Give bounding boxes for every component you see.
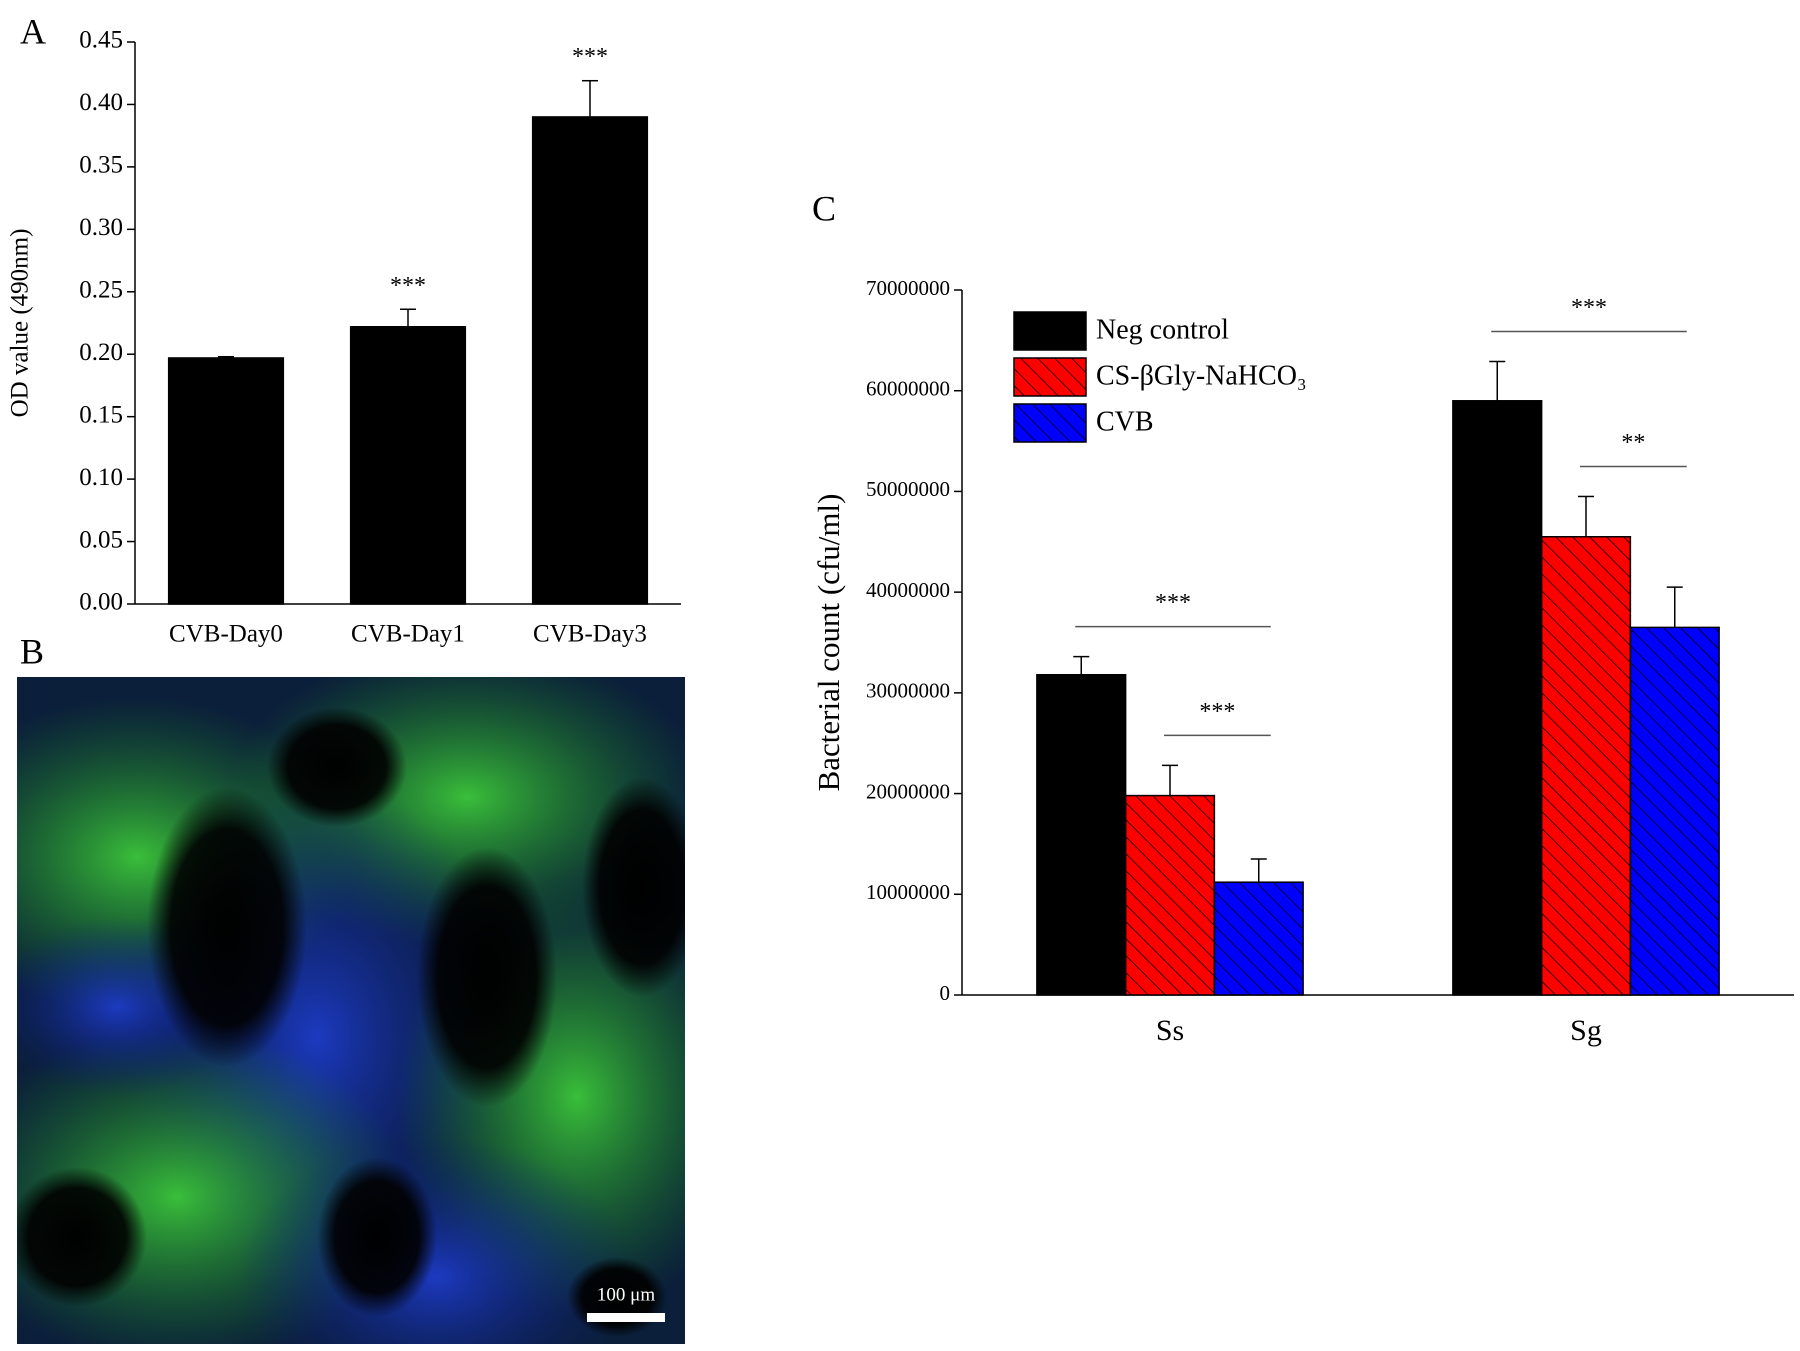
panel-label: A	[20, 11, 46, 51]
legend-label: CS-βGly-NaHCO₃	[1096, 360, 1307, 391]
legend-swatch	[1013, 357, 1087, 397]
significance: ***	[572, 44, 608, 70]
y-axis-label: Bacterial count (cfu/ml)	[811, 494, 846, 792]
y-tick-label: 0.30	[79, 214, 123, 241]
micrograph: 100 μm	[17, 677, 685, 1344]
y-tick-label: 10000000	[866, 880, 950, 904]
y-tick-label: 60000000	[866, 377, 950, 401]
error-bar	[1073, 655, 1090, 675]
error-bar	[1666, 586, 1683, 628]
y-tick-label: 0.35	[79, 152, 123, 179]
legend-swatch	[1013, 311, 1087, 351]
error-bar	[1162, 764, 1178, 796]
x-tick-label: CVB-Day1	[351, 621, 465, 648]
x-tick-label: CVB-Day3	[533, 621, 647, 648]
bar	[167, 357, 285, 605]
y-tick-label: 50000000	[866, 477, 950, 501]
error-bar	[582, 79, 598, 117]
significance: ***	[1155, 590, 1191, 616]
y-tick-label: 0.45	[79, 27, 123, 54]
legend-swatch	[1013, 403, 1087, 443]
y-tick-label: 0.20	[79, 339, 123, 366]
y-tick-label: 0.40	[79, 89, 123, 116]
y-tick-label: 0.10	[79, 464, 123, 491]
x-tick-label: Sg	[1570, 1014, 1602, 1047]
bar	[1452, 400, 1543, 996]
bar	[1213, 881, 1304, 996]
y-tick-label: 70000000	[866, 276, 950, 300]
error-bar	[218, 355, 234, 358]
chart: A OD value (490nm) 0.00 0.05 0.10 0.15 0.20 0.2…	[7, 11, 681, 648]
y-tick-label: 20000000	[866, 779, 950, 803]
y-tick-label: 30000000	[866, 679, 950, 703]
micrograph-panel: B 100 μm	[17, 631, 685, 1344]
significance: ***	[1199, 699, 1235, 725]
error-bar	[1489, 360, 1506, 401]
panel-label: B	[20, 631, 44, 671]
significance: ***	[390, 273, 426, 299]
x-tick-label: Ss	[1156, 1014, 1184, 1047]
legend-label: CVB	[1096, 406, 1154, 437]
y-tick-label: 0.05	[79, 526, 123, 553]
chart: C Bacterial count (cfu/ml) 0 10000000 200000…	[811, 188, 1794, 1047]
y-axis-label: OD value (490nm)	[7, 229, 34, 418]
legend: Neg control CS-βGly-NaHCO₃ CVB	[1013, 311, 1307, 443]
y-tick-label: 40000000	[866, 578, 950, 602]
bar	[1629, 626, 1720, 996]
significance: **	[1621, 430, 1645, 456]
bar	[349, 325, 467, 605]
x-tick-label: CVB-Day0	[169, 621, 283, 648]
legend-label: Neg control	[1096, 314, 1229, 345]
error-bar	[1250, 858, 1267, 883]
y-tick-label: 0.00	[79, 589, 123, 616]
error-bar	[400, 308, 416, 327]
y-tick-label: 0.15	[79, 401, 123, 428]
scale-bar-label: 100 μm	[597, 1284, 655, 1305]
y-tick-label: 0.25	[79, 277, 123, 304]
bar	[531, 116, 649, 605]
bar	[1036, 673, 1127, 996]
significance: ***	[1571, 295, 1607, 321]
y-tick-label: 0	[940, 981, 951, 1005]
bar	[1124, 794, 1216, 996]
error-bar	[1578, 495, 1594, 537]
bar	[1540, 536, 1632, 996]
panel-label: C	[812, 188, 836, 228]
